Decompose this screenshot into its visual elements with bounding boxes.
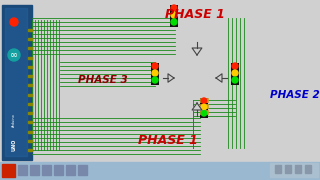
Bar xyxy=(0,162,320,180)
Bar xyxy=(151,63,159,85)
Bar xyxy=(170,5,178,27)
Polygon shape xyxy=(192,103,202,110)
Circle shape xyxy=(232,77,238,83)
Bar xyxy=(295,165,301,173)
Bar xyxy=(2,5,32,160)
Bar xyxy=(200,98,208,102)
Circle shape xyxy=(152,77,158,83)
Bar xyxy=(305,165,311,173)
Bar xyxy=(231,63,239,85)
Bar xyxy=(28,57,32,59)
Bar xyxy=(30,165,39,175)
Bar xyxy=(28,130,32,132)
Bar xyxy=(28,84,32,86)
Circle shape xyxy=(171,12,177,18)
Text: Arduino: Arduino xyxy=(12,113,16,127)
Bar xyxy=(28,48,32,50)
Circle shape xyxy=(4,166,12,174)
Bar xyxy=(28,66,32,68)
Circle shape xyxy=(10,18,18,26)
Bar xyxy=(28,29,32,31)
Bar xyxy=(42,165,51,175)
Text: PHASE 1: PHASE 1 xyxy=(165,8,225,21)
Bar xyxy=(28,112,32,114)
Circle shape xyxy=(171,5,177,11)
Bar xyxy=(54,165,63,175)
Circle shape xyxy=(152,63,158,69)
Circle shape xyxy=(201,104,207,110)
Circle shape xyxy=(201,98,207,103)
Bar xyxy=(18,165,27,175)
Bar xyxy=(28,149,32,151)
Bar xyxy=(200,110,208,114)
Bar xyxy=(200,98,208,118)
Bar xyxy=(200,104,208,108)
Text: ∞: ∞ xyxy=(10,50,18,60)
Polygon shape xyxy=(192,48,202,55)
Circle shape xyxy=(152,70,158,76)
Circle shape xyxy=(232,63,238,69)
Circle shape xyxy=(171,19,177,25)
Circle shape xyxy=(201,111,207,116)
Text: PHASE 3: PHASE 3 xyxy=(78,75,128,85)
Bar xyxy=(28,140,32,142)
Circle shape xyxy=(232,70,238,76)
Bar xyxy=(28,94,32,96)
Bar xyxy=(28,103,32,105)
Text: PHASE 2: PHASE 2 xyxy=(270,90,320,100)
Bar xyxy=(275,165,281,173)
Bar xyxy=(2,164,15,177)
Bar xyxy=(78,165,87,175)
Text: UNO: UNO xyxy=(12,139,17,151)
Bar xyxy=(5,8,27,156)
Bar xyxy=(28,75,32,77)
Bar xyxy=(285,165,291,173)
Bar xyxy=(28,38,32,40)
Polygon shape xyxy=(168,74,174,82)
Text: PHASE 1: PHASE 1 xyxy=(138,134,198,147)
Bar xyxy=(66,165,75,175)
Bar xyxy=(28,121,32,123)
Bar xyxy=(270,163,318,177)
Circle shape xyxy=(8,49,20,61)
Polygon shape xyxy=(216,74,222,82)
